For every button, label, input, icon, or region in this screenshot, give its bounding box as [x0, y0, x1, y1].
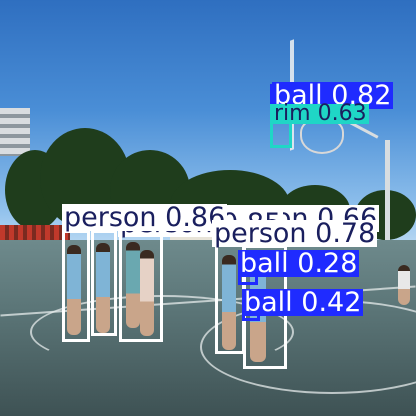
detection-label: ball 0.42: [242, 287, 364, 318]
player-figure: [126, 242, 140, 328]
class-label: person: [214, 218, 307, 249]
confidence-score: 0.42: [301, 287, 362, 318]
building: [0, 108, 30, 156]
class-label: ball: [240, 248, 289, 279]
bounding-box: [91, 230, 117, 336]
player-figure: [398, 265, 410, 305]
class-label: rim: [274, 101, 311, 126]
detection-label: person 0.86: [62, 202, 228, 233]
hoop-pole: [385, 140, 390, 240]
confidence-score: 0.28: [297, 248, 358, 279]
player-figure: [96, 243, 110, 333]
detection-label: rim 0.63: [272, 101, 369, 126]
confidence-score: 0.63: [317, 101, 367, 126]
class-label: ball: [244, 287, 293, 318]
player-figure: [67, 245, 81, 335]
red-fence: [0, 225, 70, 243]
detection-label: ball 0.28: [238, 248, 360, 279]
player-figure: [222, 255, 236, 350]
class-label: person: [64, 202, 157, 233]
detection-label: person 0.78: [212, 218, 378, 249]
confidence-score: 0.78: [315, 218, 376, 249]
bounding-box: [62, 230, 90, 342]
player-figure: [140, 250, 154, 336]
bounding-box: [119, 230, 163, 342]
